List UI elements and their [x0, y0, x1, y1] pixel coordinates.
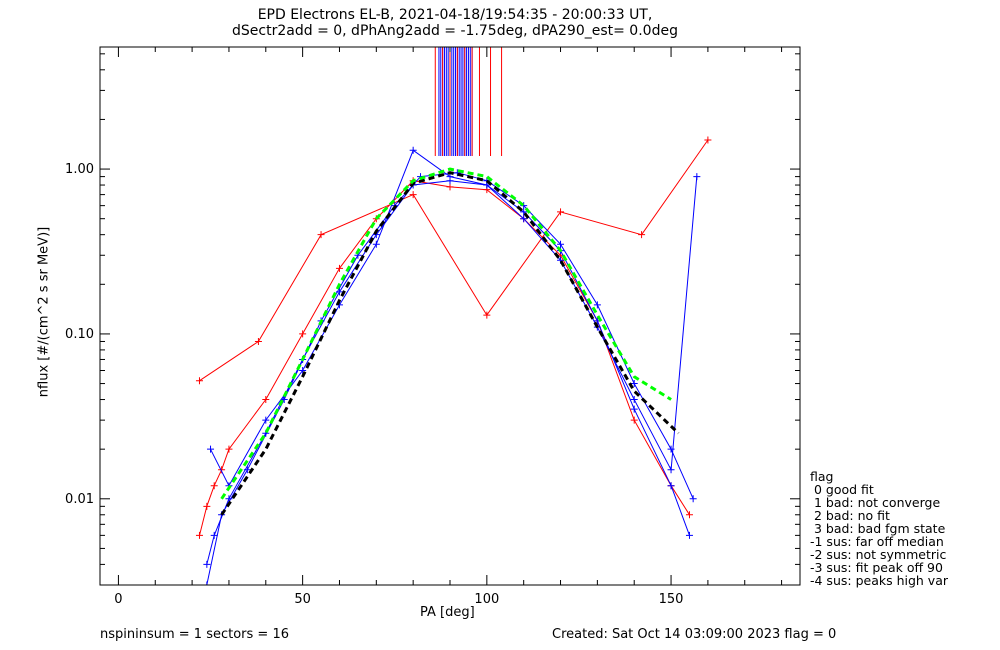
series-line-2 [206, 180, 690, 565]
series-line-1 [199, 139, 709, 382]
series-3-point [520, 215, 528, 223]
series-3-point [630, 396, 638, 404]
series-4-point [593, 301, 601, 309]
series-3-point [446, 173, 454, 181]
series-1-point [317, 231, 325, 239]
series-3-point [207, 445, 215, 453]
series-3-point [262, 416, 270, 424]
series-0-point [685, 511, 693, 519]
series-4-point [557, 240, 565, 248]
y-tick-label: 0.01 [65, 492, 94, 507]
series-2-point [210, 531, 218, 539]
series-3-point [667, 466, 675, 474]
series-1-point [557, 208, 565, 216]
series-1-point [704, 136, 712, 144]
x-tick-label: 50 [294, 592, 311, 607]
series-line-4 [206, 172, 694, 585]
x-axis-label: PA [deg] [420, 605, 475, 620]
series-1-point [483, 311, 491, 319]
y-tick-label: 1.00 [65, 162, 94, 177]
x-tick-label: 0 [114, 592, 122, 607]
series-line-5 [220, 171, 680, 516]
legend-item-0: 0 good fit [810, 482, 874, 497]
series-2-point [685, 531, 693, 539]
legend-item-5: -2 sus: not symmetric [810, 547, 947, 562]
series-4-point [243, 466, 251, 474]
legend-item-3: 3 bad: bad fgm state [810, 521, 946, 536]
legend-title: flag [810, 469, 834, 484]
series-2-point [630, 405, 638, 413]
legend-item-4: -1 sus: far off median [810, 534, 944, 549]
series-4-point [689, 495, 697, 503]
series-1-point [254, 337, 262, 345]
series-0-point [262, 396, 270, 404]
series-3-point [372, 240, 380, 248]
series-4-point [667, 445, 675, 453]
series-3-point [693, 173, 701, 181]
series-line-6 [220, 167, 672, 500]
chart-title-line1: EPD Electrons EL-B, 2021-04-18/19:54:35 … [257, 7, 653, 23]
footer-right-info: Created: Sat Oct 14 03:09:00 2023 flag =… [552, 627, 837, 642]
series-2-point [203, 560, 211, 568]
y-tick-label: 0.10 [65, 327, 94, 342]
flag-legend: flag 0 good fit 1 bad: not converge 2 ba… [810, 470, 948, 587]
series-4-point [203, 581, 211, 585]
x-tick-label: 100 [474, 592, 499, 607]
footer-left-info: nspininsum = 1 sectors = 16 [100, 627, 289, 642]
series-1-point [638, 231, 646, 239]
series-4-point [280, 396, 288, 404]
legend-item-2: 2 bad: no fit [810, 508, 890, 523]
series-0-point [225, 445, 233, 453]
series-line-3 [210, 149, 698, 487]
series-0-point [210, 482, 218, 490]
series-1-point [409, 191, 417, 199]
series-0-point [299, 330, 307, 338]
legend-item-6: -3 sus: fit peak off 90 [810, 560, 943, 575]
series-0-point [630, 416, 638, 424]
chart-title-line2: dSectr2add = 0, dPhAng2add = -1.75deg, d… [232, 23, 678, 39]
series-0-point [203, 502, 211, 510]
series-4-point [630, 380, 638, 388]
series-0-point [335, 264, 343, 272]
series-line-0 [199, 180, 690, 536]
legend-item-1: 1 bad: not converge [810, 495, 941, 510]
series-3-point [299, 367, 307, 375]
series-0-point [195, 531, 203, 539]
series-1-point [195, 377, 203, 385]
series-0-point [446, 183, 454, 191]
series-2-point [667, 482, 675, 490]
x-tick-label: 150 [659, 592, 684, 607]
y-axis-label: nflux [#/(cm^2 s sr MeV)] [36, 226, 52, 398]
legend-item-7: -4 sus: peaks high var [810, 573, 949, 588]
series-3-point [409, 146, 417, 154]
